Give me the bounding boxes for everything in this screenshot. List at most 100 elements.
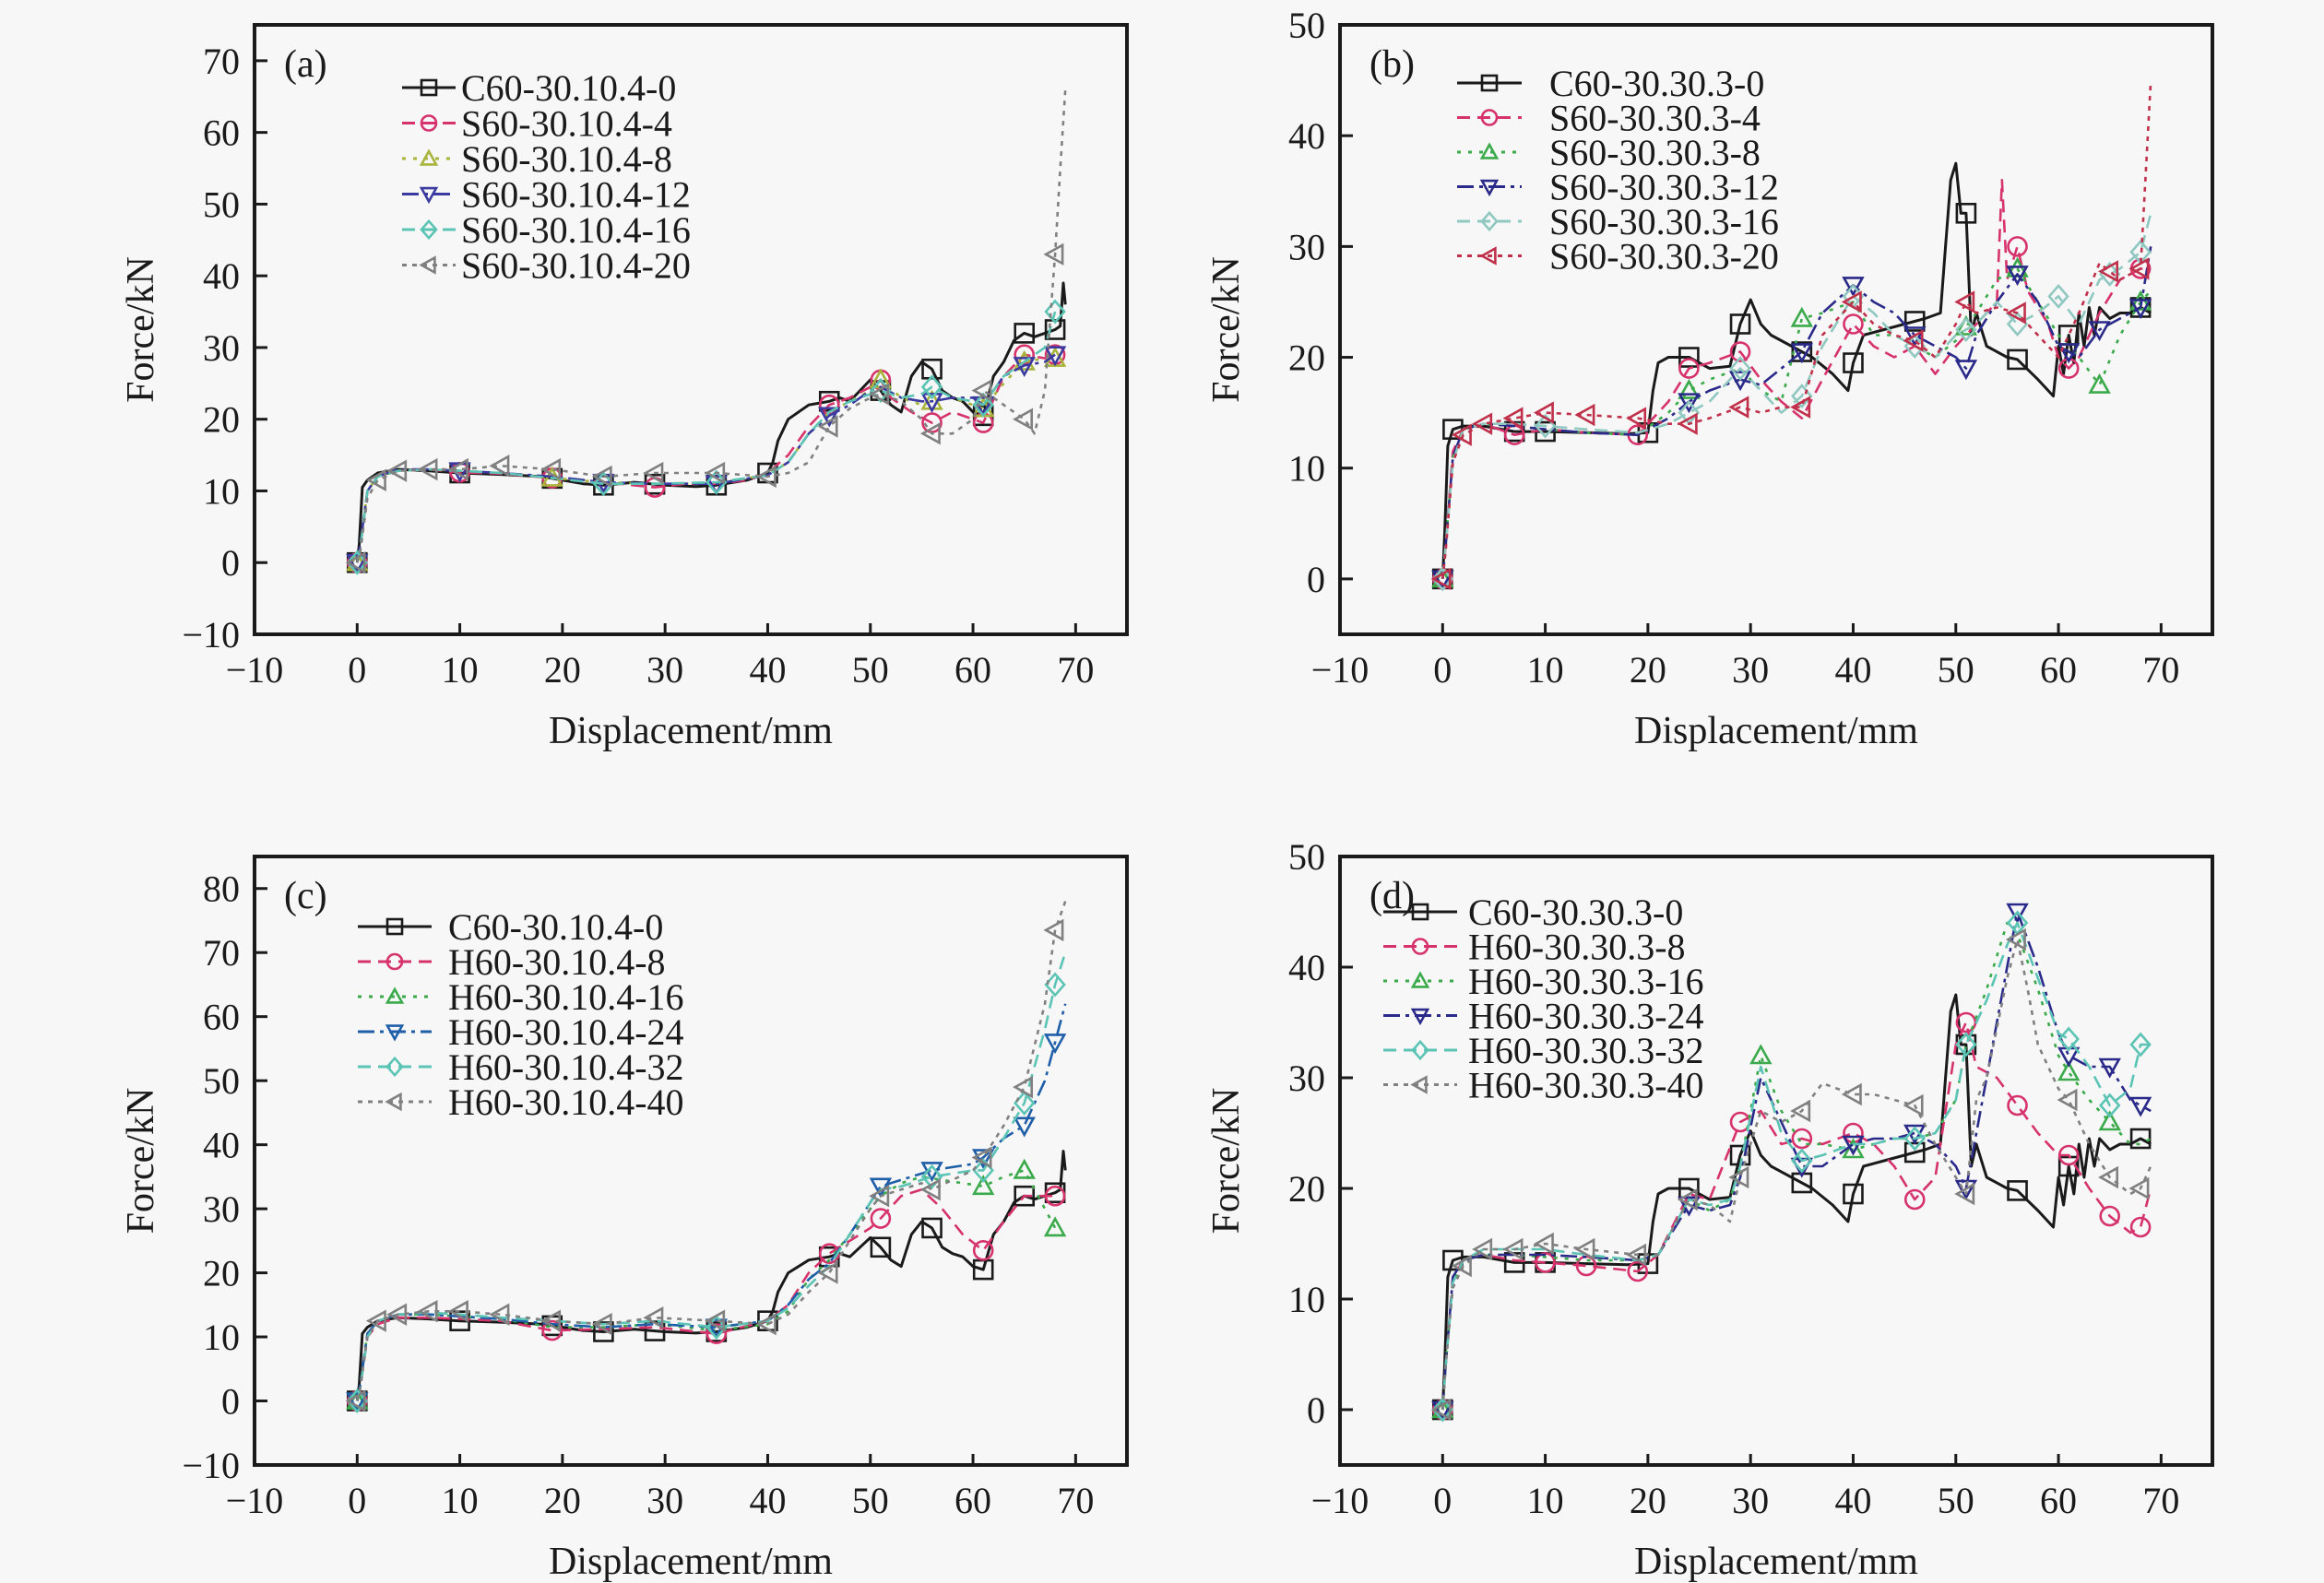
legend-item: H60-30.10.4-24 [358,1011,684,1053]
legend-label: S60-30.30.3-16 [1549,201,1779,242]
series-S60-30.10.4-8 [346,346,1067,572]
y-tick-label: 30 [203,1188,240,1230]
legend-label: H60-30.30.3-32 [1468,1030,1704,1071]
legend-label: S60-30.10.4-16 [461,209,691,251]
legend: C60-30.10.4-0H60-30.10.4-8H60-30.10.4-16… [358,906,684,1123]
x-tick-label: 0 [1433,649,1452,691]
x-tick-label: −10 [1311,1480,1370,1521]
data-point-marker [2128,1096,2152,1117]
y-tick-label: 60 [203,112,240,154]
x-tick-label: 40 [1834,1480,1871,1521]
series-line [355,281,1067,563]
data-point-marker [1013,349,1036,371]
y-tick-label: 30 [203,327,240,369]
x-tick-label: 60 [2040,1480,2077,1521]
x-tick-label: 10 [1527,649,1564,691]
data-point-marker [2098,1165,2119,1189]
data-point-marker [386,1303,408,1326]
legend-label: H60-30.10.4-32 [448,1046,684,1088]
legend-item: C60-30.10.4-0 [358,906,663,948]
data-point-marker [417,1300,438,1323]
data-point-marker [1728,371,1752,392]
data-point-marker [920,392,943,413]
x-axis-title: Displacement/mm [549,1541,833,1583]
series-S60-30.30.3-16 [1431,212,2152,592]
data-point-marker [2006,903,2029,924]
data-point-marker [1535,1252,1556,1273]
data-point-marker [489,455,510,478]
data-point-marker [1043,346,1067,367]
data-point-marker [1790,306,1814,327]
data-point-marker [2007,348,2028,371]
legend-item: H60-30.30.3-24 [1383,996,1704,1037]
data-point-marker [2007,1094,2028,1116]
data-point-marker [705,1309,726,1332]
data-point-marker [2006,266,2029,287]
data-point-marker [817,415,838,438]
data-point-marker [592,471,615,497]
legend-item: S60-30.30.3-4 [1457,98,1761,139]
x-tick-label: 60 [954,1480,991,1521]
legend-marker [1410,1075,1428,1094]
legend-marker [1479,179,1500,197]
data-point-marker [1044,319,1066,340]
data-point-marker [1955,203,1977,224]
data-point-marker [2129,1128,2152,1150]
data-point-marker [1626,1243,1647,1267]
legend-label: H60-30.10.4-40 [448,1081,684,1123]
data-point-marker [706,469,728,495]
series-line [1441,212,2152,580]
series-line [1441,938,2152,1411]
legend-label: H60-30.30.3-8 [1468,927,1686,968]
data-point-marker [1842,277,1865,298]
legend-item: S60-30.10.4-12 [402,174,691,216]
data-point-marker [1014,344,1036,366]
panel-label: (b) [1370,43,1415,86]
data-point-marker [1843,1183,1864,1205]
data-point-marker [1014,323,1036,344]
legend-marker [1410,1008,1430,1026]
legend-marker [1479,246,1497,266]
data-point-marker [1430,1398,1452,1422]
data-point-marker [2129,1032,2152,1057]
x-tick-label: 40 [749,1480,786,1521]
data-point-marker [1678,347,1700,368]
x-tick-label: 10 [442,1480,479,1521]
data-point-marker [921,358,943,380]
plot-area [345,901,1067,1414]
x-tick-label: 10 [1527,1480,1564,1521]
data-point-marker [1431,1397,1454,1423]
legend-item: S60-30.30.3-8 [1457,132,1761,173]
data-point-marker [541,1319,563,1341]
y-tick-label: 40 [203,1125,240,1166]
x-tick-label: 0 [348,649,366,691]
data-point-marker [346,1392,369,1413]
data-point-marker [1043,918,1064,942]
legend-marker [385,1056,404,1078]
data-point-marker [1790,396,1811,419]
data-point-marker [591,465,612,489]
plot-frame [253,23,1129,636]
legend-label: H60-30.30.3-24 [1468,996,1704,1037]
legend-item: H60-30.10.4-32 [358,1046,684,1088]
data-point-marker [643,461,664,485]
legend-label: S60-30.10.4-12 [461,174,691,216]
legend-label: C60-30.30.3-0 [1468,892,1683,933]
data-point-marker [2057,1026,2080,1052]
data-point-marker [1728,1165,1749,1189]
data-point-marker [386,459,408,482]
data-point-marker [706,1323,728,1344]
y-axis-title: Force/kN [120,1088,162,1235]
x-tick-label: 0 [348,1480,366,1521]
data-point-marker [705,461,726,485]
series-line [1441,921,2152,1411]
legend-label: S60-30.30.3-4 [1549,98,1761,139]
x-axis-title: Displacement/mm [549,710,833,752]
series-H60-30.10.4-16 [346,1158,1067,1410]
y-axis-title: Force/kN [1205,1088,1248,1235]
data-point-marker [971,1146,992,1169]
x-tick-label: 0 [1433,1480,1452,1521]
data-point-marker [817,1261,838,1284]
legend-marker [1479,142,1500,159]
x-tick-label: 10 [442,649,479,691]
